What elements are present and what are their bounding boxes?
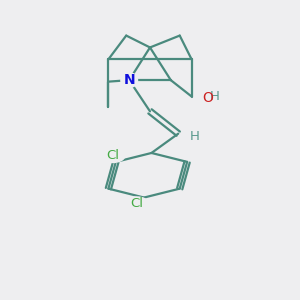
Ellipse shape: [121, 73, 137, 88]
Text: Cl: Cl: [130, 197, 143, 210]
Ellipse shape: [125, 197, 148, 210]
Ellipse shape: [101, 149, 125, 163]
Text: N: N: [123, 73, 135, 87]
Text: Cl: Cl: [106, 149, 119, 162]
Text: H: H: [190, 130, 200, 143]
Text: H: H: [209, 90, 219, 103]
Text: O: O: [202, 91, 213, 105]
